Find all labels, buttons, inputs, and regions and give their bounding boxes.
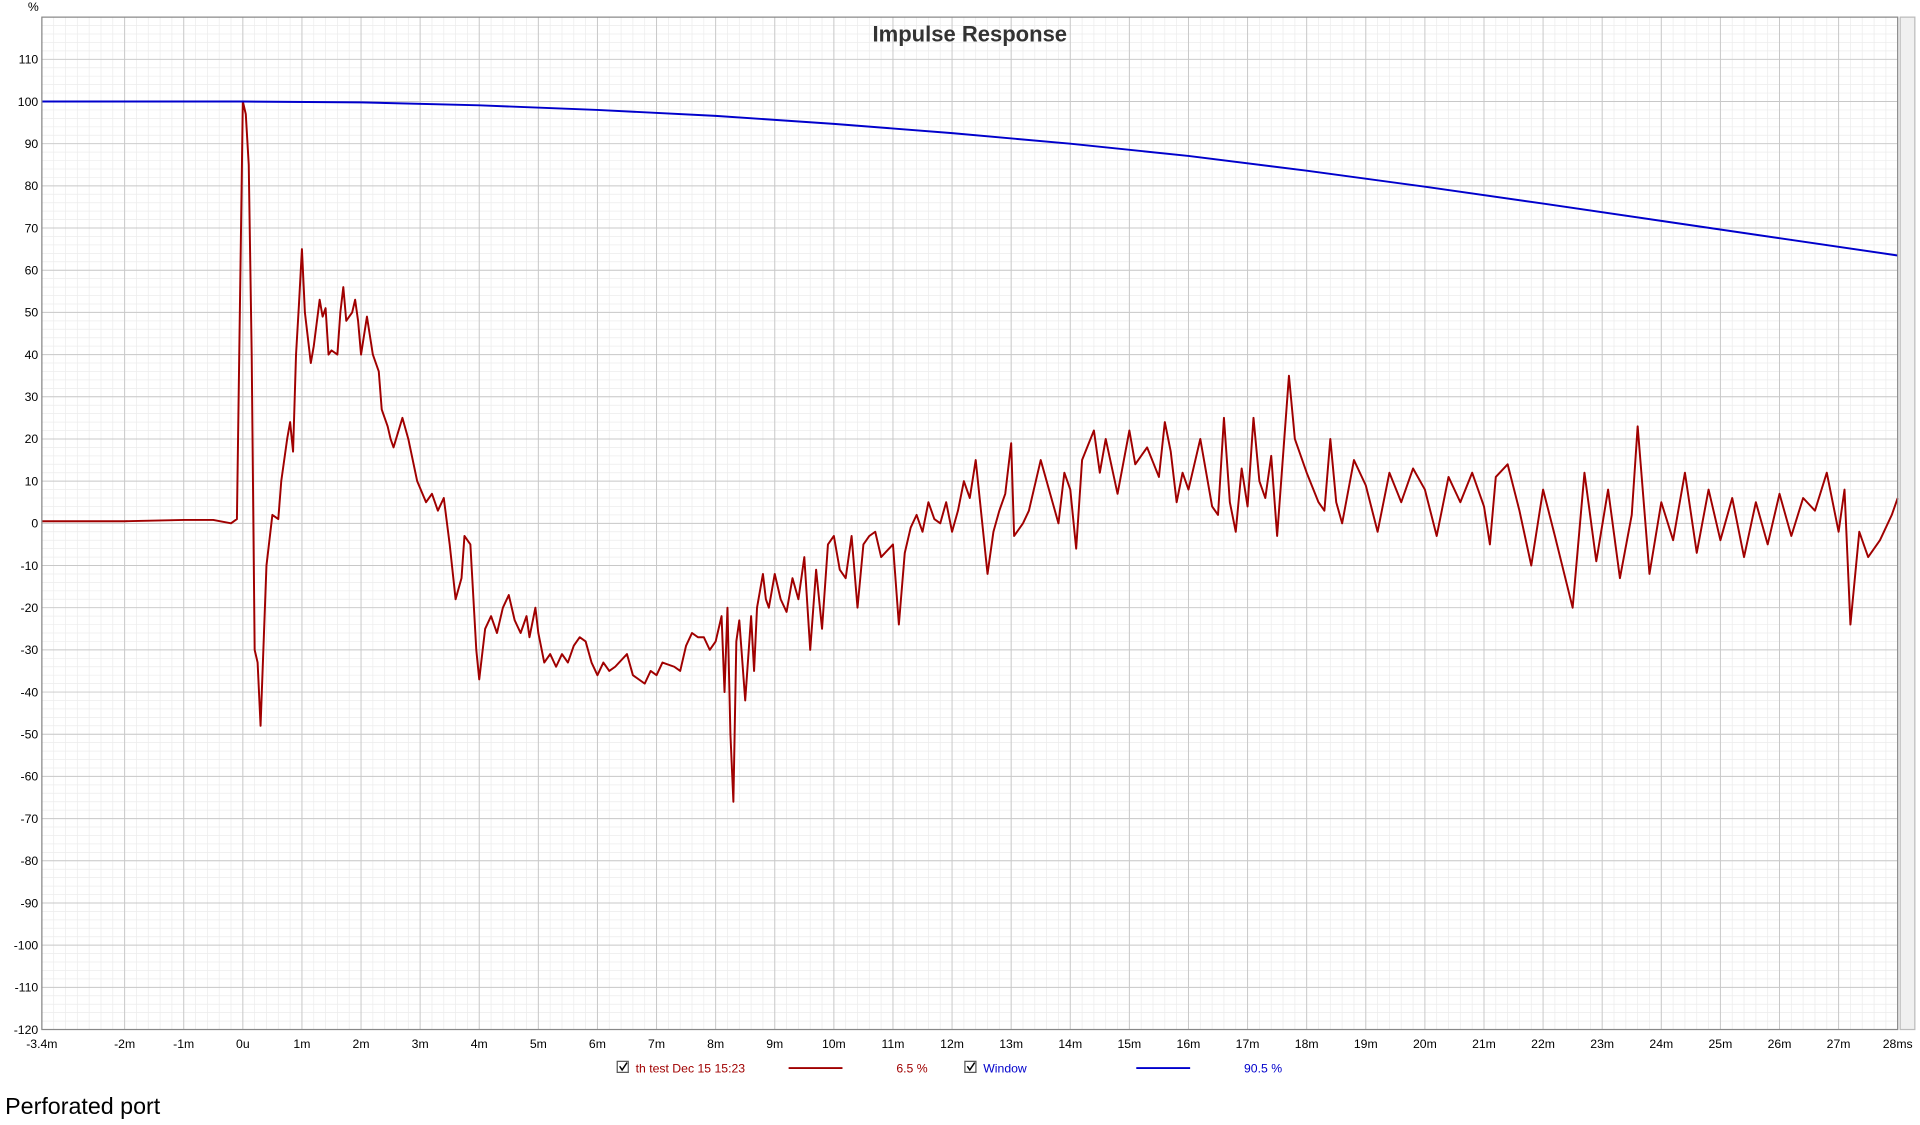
y-tick-label: -90: [21, 896, 39, 910]
y-tick-label: 110: [19, 53, 39, 67]
y-tick-label: 80: [25, 179, 39, 193]
x-tick-label: 27m: [1827, 1037, 1851, 1051]
plot-frame: [41, 16, 1899, 1031]
legend-value: 90.5 %: [1244, 1061, 1282, 1075]
x-tick-label: 23m: [1590, 1037, 1614, 1051]
grid: [41, 16, 1899, 1031]
x-tick-label: 8m: [707, 1037, 724, 1051]
caption: Perforated port: [5, 1093, 161, 1119]
x-tick-label: 18m: [1295, 1037, 1319, 1051]
axes: 1101009080706050403020100-10-20-30-40-50…: [14, 53, 1913, 1051]
y-tick-label: -10: [21, 559, 39, 573]
x-tick-label: -1m: [173, 1037, 194, 1051]
x-tick-label: 20m: [1413, 1037, 1437, 1051]
y-tick-label: 70: [25, 221, 39, 235]
legend-name: Window: [983, 1061, 1027, 1075]
legend-check: [619, 1062, 628, 1072]
x-tick-label: 22m: [1531, 1037, 1555, 1051]
x-tick-label: 13m: [999, 1037, 1023, 1051]
x-tick-label: -2m: [114, 1037, 135, 1051]
x-tick-label: 0u: [236, 1037, 250, 1051]
x-tick-label: 10m: [822, 1037, 846, 1051]
x-tick-label: 1m: [293, 1037, 310, 1051]
legend: th test Dec 15 15:23 6.5 % Window 90.5 %: [616, 1060, 1282, 1075]
legend-check: [966, 1062, 976, 1072]
x-tick-label: 11m: [882, 1037, 905, 1051]
y-tick-label: -30: [21, 643, 39, 657]
y-tick-label: 60: [25, 264, 39, 278]
y-tick-label: -110: [15, 981, 39, 995]
y-tick-label: -100: [14, 938, 39, 952]
y-unit: %: [28, 0, 39, 14]
y-tick-label: -50: [21, 728, 39, 742]
x-tick-label: 5m: [530, 1037, 547, 1051]
x-tick-label: 12m: [940, 1037, 964, 1051]
y-tick-label: -60: [21, 770, 39, 784]
legend-checkbox: [616, 1060, 629, 1073]
series-line: [41, 100, 1899, 803]
x-tick-label: 16m: [1177, 1037, 1201, 1051]
x-tick-label: -3.4m: [26, 1037, 57, 1051]
y-tick-label: 90: [25, 137, 39, 151]
y-tick-label: 50: [25, 306, 39, 320]
x-tick-label: 28ms: [1883, 1037, 1913, 1051]
x-tick-label: 25m: [1708, 1037, 1732, 1051]
x-tick-label: 14m: [1058, 1037, 1082, 1051]
x-tick-label: 6m: [589, 1037, 606, 1051]
legend-name: th test Dec 15 15:23: [636, 1061, 746, 1075]
y-tick-label: -120: [14, 1023, 39, 1037]
x-tick-label: 9m: [766, 1037, 783, 1051]
x-tick-label: 2m: [353, 1037, 370, 1051]
x-tick-label: 19m: [1354, 1037, 1378, 1051]
x-tick-label: 3m: [412, 1037, 429, 1051]
y-tick-label: -20: [21, 601, 39, 615]
y-tick-label: 40: [25, 348, 39, 362]
y-tick-label: 0: [31, 517, 38, 531]
x-tick-label: 15m: [1117, 1037, 1141, 1051]
y-tick-label: -70: [21, 812, 39, 826]
chart-title: Impulse Response: [873, 22, 1068, 47]
y-tick-label: 30: [25, 390, 39, 404]
series-line: [41, 100, 1898, 257]
x-tick-label: 7m: [648, 1037, 665, 1051]
scrollbar: [1899, 16, 1916, 1031]
legend-value: 6.5 %: [896, 1061, 927, 1075]
x-tick-label: 26m: [1768, 1037, 1792, 1051]
x-tick-label: 17m: [1236, 1037, 1260, 1051]
plot-lines: [41, 100, 1899, 803]
y-tick-label: 20: [25, 432, 39, 446]
x-tick-label: 24m: [1649, 1037, 1673, 1051]
y-tick-label: -40: [21, 685, 39, 699]
y-tick-label: 10: [25, 474, 39, 488]
x-tick-label: 21m: [1472, 1037, 1496, 1051]
y-tick-label: -80: [21, 854, 39, 868]
legend-checkbox: [964, 1060, 977, 1073]
x-tick-label: 4m: [471, 1037, 488, 1051]
y-tick-label: 100: [18, 95, 39, 109]
